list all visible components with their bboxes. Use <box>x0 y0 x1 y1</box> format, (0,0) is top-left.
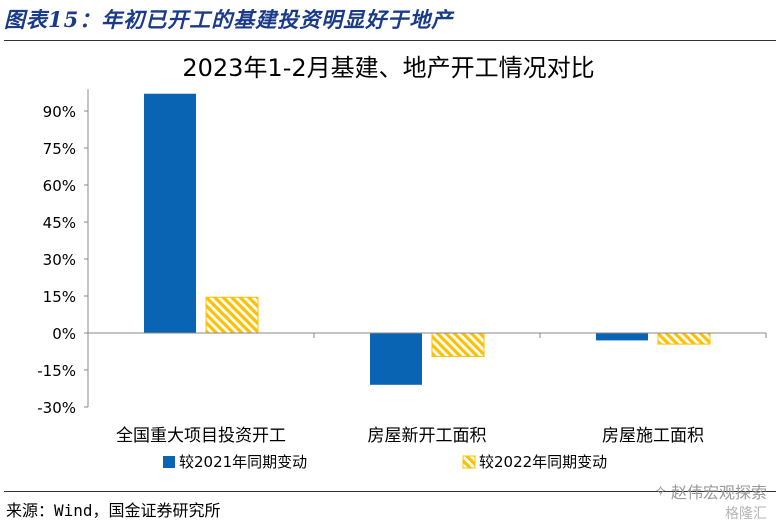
legend-swatch-2 <box>462 455 476 469</box>
x-category-label: 房屋新开工面积 <box>368 426 487 446</box>
x-category-label: 全国重大项目投资开工 <box>116 426 286 446</box>
bar-series1-cat1 <box>144 93 196 333</box>
watermark-text: 赵伟宏观探索 <box>670 483 767 502</box>
wechat-icon: ✧ <box>654 482 667 500</box>
bar-series2-cat1 <box>205 296 259 334</box>
bar-series2-cat2 <box>431 332 485 357</box>
legend-label-2: 较2022年同期变动 <box>479 453 607 471</box>
bar-series1-cat3 <box>596 333 648 341</box>
y-tick-label: 75% <box>43 140 76 158</box>
y-tick-label: 60% <box>43 177 76 195</box>
figure-bottom-rule <box>4 491 776 492</box>
legend-swatch-1 <box>163 456 175 468</box>
y-tick-label: 45% <box>43 214 76 232</box>
x-category-label: 房屋施工面积 <box>602 426 704 446</box>
watermark-secondary: 格隆汇 <box>725 506 767 522</box>
y-tick-label: -30% <box>37 399 76 417</box>
chart-title: 2023年1-2月基建、地产开工情况对比 <box>182 54 595 82</box>
y-tick-label: 90% <box>43 103 76 121</box>
source-note: 来源：Wind，国金证券研究所 <box>6 501 221 520</box>
watermark: ✧ 赵伟宏观探索 <box>654 479 767 503</box>
y-tick-label: 15% <box>43 288 76 306</box>
bar-series1-cat2 <box>370 333 422 385</box>
y-axis: 90% 75% 60% 45% 30% 15% 0% -15% -30% <box>37 89 89 417</box>
legend-label-1: 较2021年同期变动 <box>179 453 307 471</box>
y-tick-label: -15% <box>37 362 76 380</box>
y-tick-label: 0% <box>52 325 76 343</box>
legend: 较2021年同期变动 较2022年同期变动 <box>163 453 607 471</box>
figure-top-rule <box>4 40 776 41</box>
bar-series2-cat3 <box>657 332 711 345</box>
bars <box>144 93 711 385</box>
x-axis: 全国重大项目投资开工 房屋新开工面积 房屋施工面积 <box>87 332 767 446</box>
figure-title: 图表15：年初已开工的基建投资明显好于地产 <box>4 7 454 32</box>
y-tick-label: 30% <box>43 251 76 269</box>
bar-chart: 90% 75% 60% 45% 30% 15% 0% -15% -30% 全国重大项目投资开工 房… <box>37 89 767 471</box>
